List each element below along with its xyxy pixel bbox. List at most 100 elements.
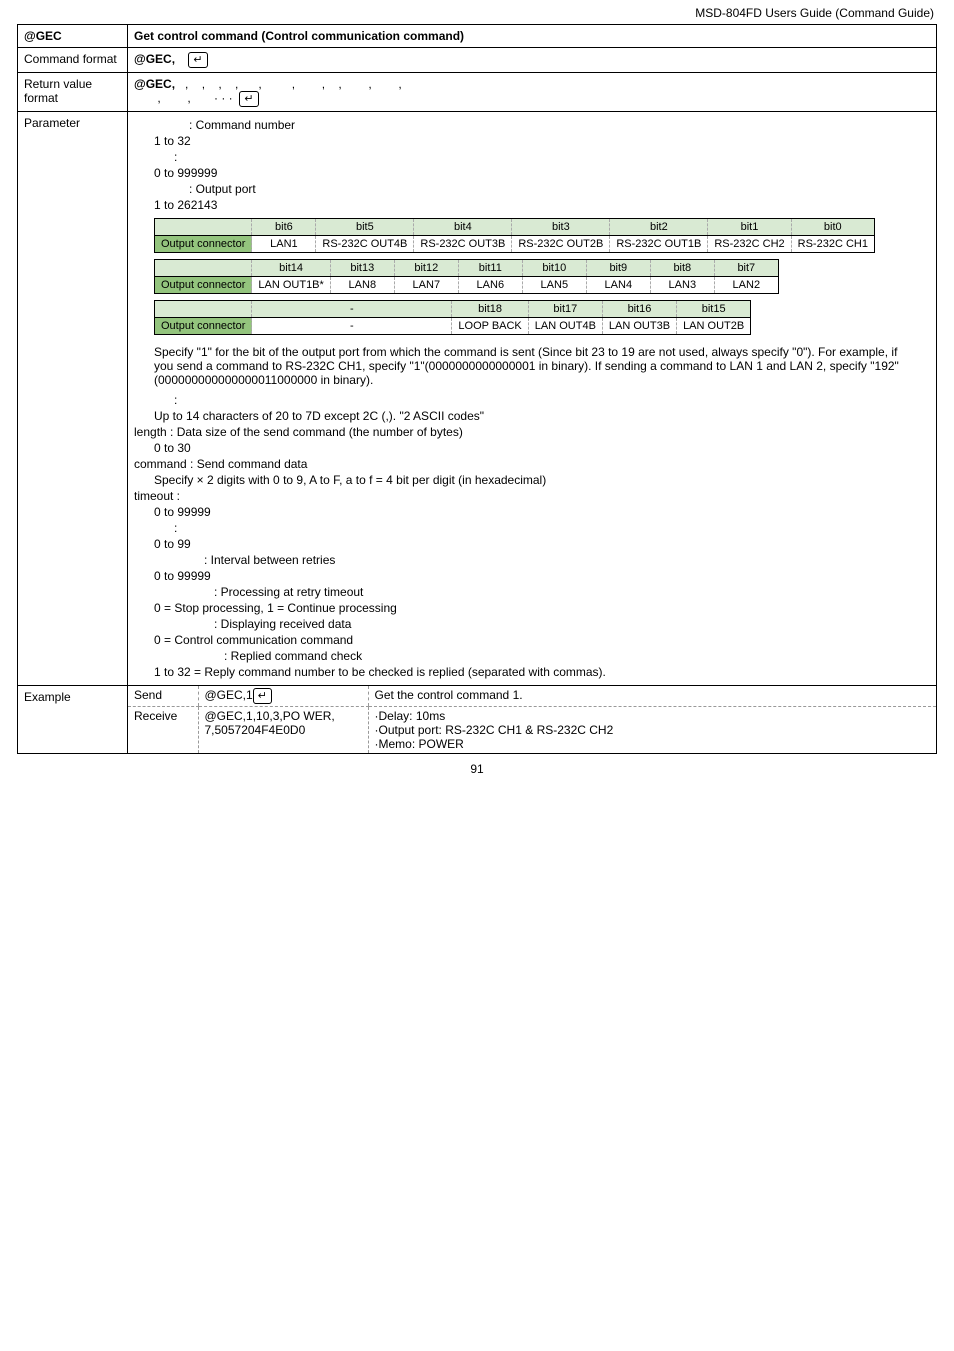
length-label: length : Data size of the send command (… (134, 425, 930, 439)
colon: : (174, 521, 930, 535)
replied-desc: 1 to 32 = Reply command number to be che… (154, 665, 930, 679)
output-port: : Output port (189, 182, 930, 196)
bit-table-3: - bit18 bit17 bit16 bit15 Output connect… (154, 300, 751, 335)
interval-label: : Interval between retries (204, 553, 930, 567)
bit-cell: LAN OUT3B (602, 318, 676, 335)
recv-desc-line: ·Delay: 10ms (375, 709, 931, 723)
example-send-label: Send (128, 686, 198, 707)
bit-header: bit1 (708, 219, 791, 236)
bit-header: bit12 (394, 260, 458, 277)
bit-table-label: Output connector (155, 236, 252, 253)
enter-icon: ↵ (188, 52, 207, 68)
page-header: MSD-804FD Users Guide (Command Guide) (0, 0, 954, 24)
bit-header: - (252, 301, 452, 318)
bit-cell: RS-232C OUT3B (414, 236, 512, 253)
bit-header: bit18 (452, 301, 528, 318)
return-value-value: @GEC, , , , , , , , , , , , , · · · ↵ (128, 73, 937, 112)
colon: : (174, 393, 930, 407)
example-send-desc: Get the control command 1. (368, 686, 936, 707)
bit-header: bit16 (602, 301, 676, 318)
length-range: 0 to 30 (154, 441, 930, 455)
bit-cell: LAN OUT2B (677, 318, 751, 335)
enter-icon: ↵ (253, 688, 272, 704)
bit-header: bit8 (650, 260, 714, 277)
bit-header: bit11 (458, 260, 522, 277)
command-format-label: Command format (18, 48, 128, 73)
bit-cell: LAN7 (394, 277, 458, 294)
return-value-label: Return value format (18, 73, 128, 112)
disp-values: 0 = Control communication command (154, 633, 930, 647)
colon: : (174, 150, 930, 164)
example-recv-desc: ·Delay: 10ms ·Output port: RS-232C CH1 &… (368, 707, 936, 754)
bit-header: bit14 (252, 260, 330, 277)
bit-header: bit3 (512, 219, 610, 236)
port-range-top: 0 to 999999 (154, 166, 930, 180)
example-content: Send @GEC,1↵ Get the control command 1. … (128, 686, 937, 754)
bit-table-label: Output connector (155, 277, 252, 294)
bit-cell: RS-232C OUT2B (512, 236, 610, 253)
proc-label: : Processing at retry timeout (214, 585, 930, 599)
bit-cell: LAN2 (714, 277, 778, 294)
example-label: Example (18, 686, 128, 754)
bit-table-label-cell (155, 260, 252, 277)
bit-cell: RS-232C CH2 (708, 236, 791, 253)
bit-cell: LOOP BACK (452, 318, 528, 335)
bit-table-label-cell (155, 219, 252, 236)
bit-header: bit7 (714, 260, 778, 277)
replied-label: : Replied command check (224, 649, 930, 663)
bit-cell: - (252, 318, 452, 335)
bit-header: bit9 (586, 260, 650, 277)
proc-values: 0 = Stop processing, 1 = Continue proces… (154, 601, 930, 615)
command-format-code: @GEC, (134, 52, 175, 66)
bit-header: bit2 (610, 219, 708, 236)
bit-table-label-cell (155, 301, 252, 318)
command-send: command : Send command data (134, 457, 930, 471)
bit-header: bit5 (316, 219, 414, 236)
bit-cell: LAN8 (330, 277, 394, 294)
bit-cell: RS-232C OUT4B (316, 236, 414, 253)
bit-cell: LAN6 (458, 277, 522, 294)
bit-header: bit4 (414, 219, 512, 236)
bit-cell: LAN OUT4B (528, 318, 602, 335)
bit-header: bit17 (528, 301, 602, 318)
timeout-range: 0 to 99999 (154, 505, 930, 519)
timeout-label: timeout : (134, 489, 930, 503)
enter-icon: ↵ (239, 91, 258, 107)
bit-header: bit10 (522, 260, 586, 277)
recv-desc-line: ·Output port: RS-232C CH1 & RS-232C CH2 (375, 723, 931, 737)
cmdnum-range: 1 to 32 (154, 134, 930, 148)
example-table: Send @GEC,1↵ Get the control command 1. … (128, 686, 936, 753)
main-table: @GEC Get control command (Control commun… (17, 24, 937, 754)
up-to-14: Up to 14 characters of 20 to 7D except 2… (154, 409, 930, 423)
return-value-code: @GEC, (134, 77, 175, 91)
bit-cell: LAN1 (252, 236, 316, 253)
bit-cell: RS-232C CH1 (791, 236, 874, 253)
gec-code: @GEC (18, 25, 128, 48)
parameter-label: Parameter (18, 112, 128, 686)
output-port-range: 1 to 262143 (154, 198, 930, 212)
gec-desc: Get control command (Control communicati… (128, 25, 937, 48)
example-send-cmd: @GEC,1↵ (198, 686, 368, 707)
bit-header: bit13 (330, 260, 394, 277)
bit-cell: LAN OUT1B* (252, 277, 330, 294)
bit-table-label: Output connector (155, 318, 252, 335)
disp-label: : Displaying received data (214, 617, 930, 631)
specify-hex: Specify × 2 digits with 0 to 9, A to F, … (154, 473, 930, 487)
recv-desc-line: ·Memo: POWER (375, 737, 931, 751)
bit-header: bit15 (677, 301, 751, 318)
interval-range: 0 to 99999 (154, 569, 930, 583)
specify-paragraph: Specify "1" for the bit of the output po… (154, 345, 910, 387)
bit-header: bit0 (791, 219, 874, 236)
bit-table-1: bit6 bit5 bit4 bit3 bit2 bit1 bit0 Outpu… (154, 218, 875, 253)
bit-cell: LAN3 (650, 277, 714, 294)
bit-cell: LAN4 (586, 277, 650, 294)
retry-range: 0 to 99 (154, 537, 930, 551)
send-cmd-text: @GEC,1 (205, 688, 253, 702)
page-number: 91 (0, 754, 954, 784)
example-recv-label: Receive (128, 707, 198, 754)
bit-table-2: bit14 bit13 bit12 bit11 bit10 bit9 bit8 … (154, 259, 779, 294)
bit-cell: LAN5 (522, 277, 586, 294)
cmdnum-label: : Command number (189, 118, 930, 132)
bit-header: bit6 (252, 219, 316, 236)
bit-cell: RS-232C OUT1B (610, 236, 708, 253)
